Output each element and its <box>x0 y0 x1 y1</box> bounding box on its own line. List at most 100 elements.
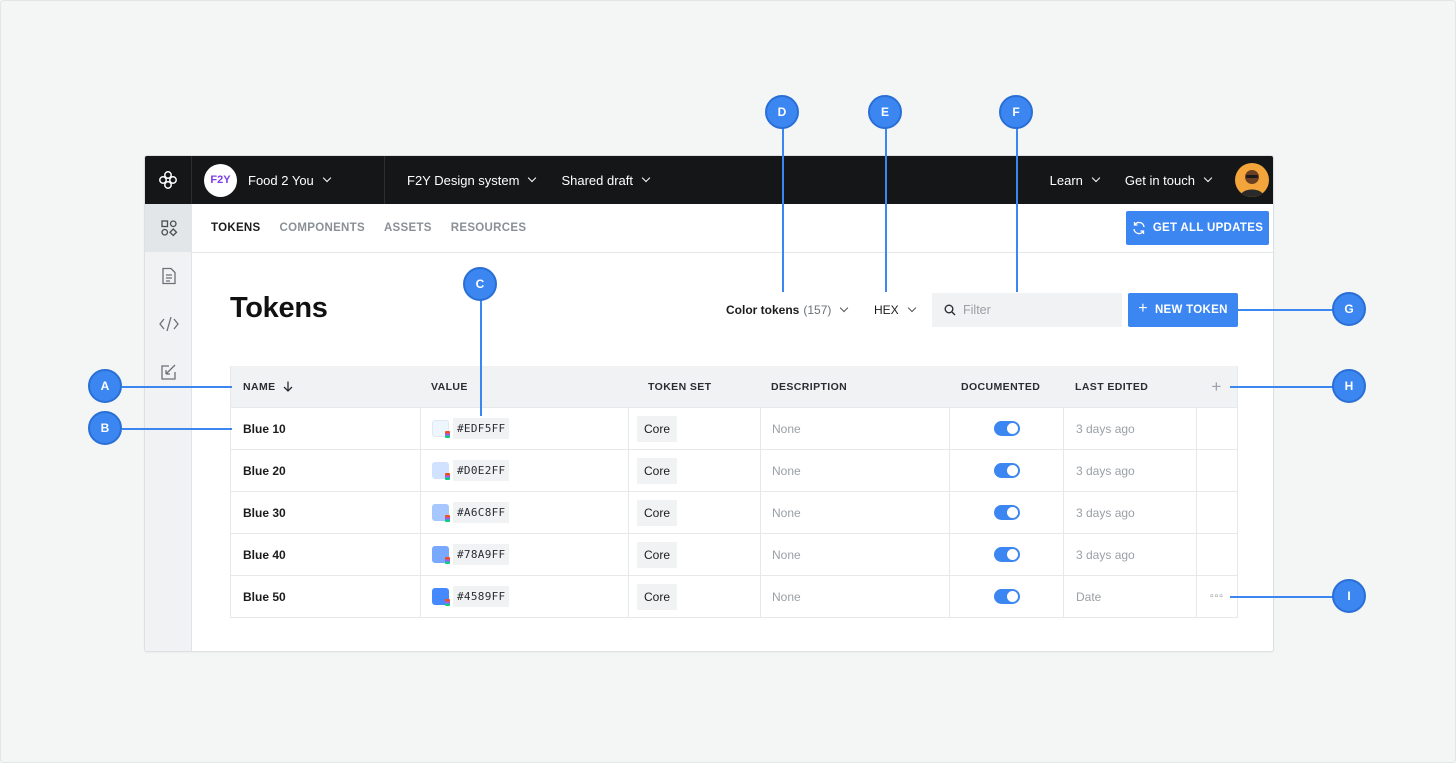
chevron-down-icon <box>907 303 916 313</box>
description-cell: None <box>760 534 949 575</box>
plus-icon: + <box>1138 300 1148 317</box>
draft-menu[interactable]: Shared draft <box>535 156 651 204</box>
hex-value: #4589FF <box>453 586 510 607</box>
documented-cell <box>949 534 1063 575</box>
new-token-label: NEW TOKEN <box>1154 304 1228 316</box>
learn-menu[interactable]: Learn <box>1050 156 1101 204</box>
column-name-label: NAME <box>243 380 276 393</box>
tab-tokens[interactable]: TOKENS <box>211 222 261 234</box>
documented-toggle[interactable] <box>993 547 1020 562</box>
table-row[interactable]: Blue 10 #EDF5FF Core None 3 days ago <box>231 407 1237 449</box>
callout-g: G <box>1332 292 1366 326</box>
callout-line-a <box>122 386 232 388</box>
callout-e: E <box>868 95 902 129</box>
row-actions-cell <box>1196 408 1237 449</box>
contact-label: Get in touch <box>1124 172 1195 188</box>
token-name-cell: Blue 20 <box>231 450 420 491</box>
documented-toggle[interactable] <box>993 505 1020 520</box>
design-system-menu[interactable]: F2Y Design system <box>385 156 537 204</box>
column-documented-label: DOCUMENTED <box>961 380 1041 393</box>
sidebar <box>145 204 192 651</box>
filter-input[interactable] <box>963 303 1113 317</box>
table-row[interactable]: Blue 30 #A6C8FF Core None 3 days ago <box>231 491 1237 533</box>
token-name-cell: Blue 40 <box>231 534 420 575</box>
token-value-cell: #EDF5FF <box>420 408 628 449</box>
documented-cell <box>949 450 1063 491</box>
format-select[interactable]: HEX <box>874 293 916 327</box>
token-value-cell: #D0E2FF <box>420 450 628 491</box>
callout-line-i <box>1230 596 1334 598</box>
row-actions-cell <box>1196 492 1237 533</box>
app-logo[interactable] <box>145 156 192 204</box>
avatar[interactable] <box>1235 163 1269 197</box>
table-row[interactable]: Blue 40 #78A9FF Core None 3 days ago <box>231 533 1237 575</box>
more-options-icon[interactable]: ▫▫▫ <box>1210 591 1224 602</box>
callout-line-f <box>1016 128 1018 292</box>
callout-line-b <box>122 428 232 430</box>
contact-menu[interactable]: Get in touch <box>1124 156 1213 204</box>
color-swatch <box>432 588 450 606</box>
last-edited-cell: Date <box>1063 576 1196 617</box>
add-column-button[interactable]: + <box>1196 366 1237 407</box>
token-name: Blue 20 <box>243 463 286 478</box>
sidebar-item-tokens[interactable] <box>145 204 192 252</box>
column-set-label: TOKEN SET <box>648 380 712 393</box>
description-text: None <box>772 463 801 478</box>
table-row[interactable]: Blue 20 #D0E2FF Core None 3 days ago <box>231 449 1237 491</box>
token-type-select[interactable]: Color tokens (157) <box>726 293 849 327</box>
review-icon <box>160 364 176 380</box>
column-edited-label: LAST EDITED <box>1075 380 1149 393</box>
documented-toggle[interactable] <box>993 589 1020 604</box>
search-icon <box>944 304 956 316</box>
tab-assets[interactable]: ASSETS <box>383 222 432 234</box>
token-set-cell: Core <box>628 534 760 575</box>
color-swatch <box>432 462 450 480</box>
draft-label: Shared draft <box>561 172 634 188</box>
token-name: Blue 10 <box>243 421 286 436</box>
column-name-header[interactable]: NAME <box>231 366 420 407</box>
callout-b: B <box>88 411 122 445</box>
callout-h: H <box>1332 369 1366 403</box>
column-documented-header: DOCUMENTED <box>949 366 1063 407</box>
app-window: F2Y Food 2 You F2Y Design system Shared … <box>144 155 1274 652</box>
tab-resources[interactable]: RESOURCES <box>450 222 527 234</box>
last-edited-cell: 3 days ago <box>1063 534 1196 575</box>
token-set-cell: Core <box>628 576 760 617</box>
chevron-down-icon <box>840 303 849 313</box>
sidebar-item-docs[interactable] <box>145 252 192 300</box>
token-name-cell: Blue 10 <box>231 408 420 449</box>
description-cell: None <box>760 492 949 533</box>
callout-i: I <box>1332 579 1366 613</box>
documented-toggle[interactable] <box>993 463 1020 478</box>
hex-value: #D0E2FF <box>453 460 510 481</box>
refresh-icon <box>1133 221 1145 235</box>
token-count: (157) <box>803 303 832 317</box>
sort-down-icon <box>283 381 292 392</box>
sidebar-item-review[interactable] <box>145 348 192 396</box>
callout-d: D <box>765 95 799 129</box>
last-edited-text: 3 days ago <box>1076 547 1135 562</box>
org-badge: F2Y <box>204 163 237 197</box>
token-name-cell: Blue 50 <box>231 576 420 617</box>
get-all-updates-button[interactable]: GET ALL UPDATES <box>1126 211 1269 245</box>
column-set-header: TOKEN SET <box>628 366 760 407</box>
description-cell: None <box>760 408 949 449</box>
color-swatch <box>432 546 450 564</box>
token-value-cell: #78A9FF <box>420 534 628 575</box>
token-name: Blue 40 <box>243 547 286 562</box>
sidebar-item-code[interactable] <box>145 300 192 348</box>
table-header: NAME VALUE TOKEN SET DESCRIPTION DOCUMEN… <box>231 366 1237 407</box>
filter-box <box>932 293 1122 327</box>
token-set-pill: Core <box>637 415 678 442</box>
table-row[interactable]: Blue 50 #4589FF Core None Date ▫▫▫ <box>231 575 1237 617</box>
last-edited-text: 3 days ago <box>1076 463 1135 478</box>
tab-components[interactable]: COMPONENTS <box>279 222 365 234</box>
new-token-button[interactable]: + NEW TOKEN <box>1128 293 1238 327</box>
documented-toggle[interactable] <box>993 421 1020 436</box>
logo-icon <box>159 171 177 189</box>
description-cell: None <box>760 576 949 617</box>
org-switcher[interactable]: F2Y Food 2 You <box>192 156 385 204</box>
row-actions-cell <box>1196 534 1237 575</box>
callout-line-h <box>1230 386 1334 388</box>
token-name-cell: Blue 30 <box>231 492 420 533</box>
